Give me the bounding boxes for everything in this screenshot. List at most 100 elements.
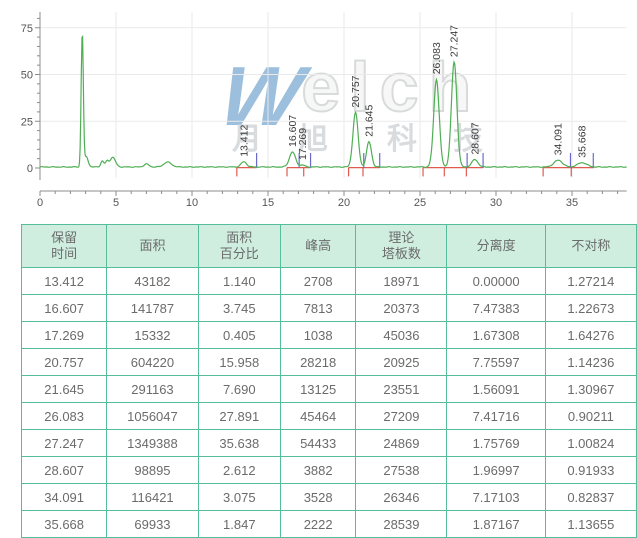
table-header: 保留 时间 面积 面积 百分比 峰高 理论 塔板数 分离度 不对称	[20, 224, 637, 268]
table-cell: 1349388	[106, 429, 199, 457]
table-cell: 54433	[279, 429, 357, 457]
table-row: 34.091 116421 3.075 3528 26346 7.17103 0.82837	[20, 483, 637, 511]
svg-text:25: 25	[414, 197, 426, 209]
table-cell: 3.745	[197, 294, 281, 322]
table-cell: 1.87167	[446, 510, 546, 538]
svg-text:15: 15	[262, 197, 274, 209]
svg-text:16.607: 16.607	[287, 115, 299, 147]
table-cell: 45464	[279, 402, 357, 430]
table-cell: 15332	[106, 321, 199, 349]
column-header: 面积	[106, 224, 199, 268]
table-cell: 13.412	[20, 267, 108, 295]
table-cell: 27.247	[20, 429, 108, 457]
table-cell: 98895	[106, 456, 199, 484]
svg-text:30: 30	[490, 197, 502, 209]
table-cell: 3528	[279, 483, 357, 511]
table-cell: 35.638	[197, 429, 281, 457]
svg-text:75: 75	[21, 23, 33, 35]
table-cell: 0.405	[197, 321, 281, 349]
table-row: 20.757 604220 15.958 28218 20925 7.75597 1.142…	[20, 348, 637, 376]
table-cell: 1.847	[197, 510, 281, 538]
table-cell: 1.75769	[446, 429, 546, 457]
column-header: 保留 时间	[20, 224, 108, 268]
table-cell: 16.607	[20, 294, 108, 322]
table-cell: 7.690	[197, 375, 281, 403]
table-cell: 43182	[106, 267, 199, 295]
table-cell: 1.30967	[544, 375, 637, 403]
table-cell: 26.083	[20, 402, 108, 430]
column-header: 面积 百分比	[197, 224, 281, 268]
svg-text:50: 50	[21, 70, 33, 82]
table-row: 21.645 291163 7.690 13125 23551 1.56091 1.3096…	[20, 375, 637, 403]
results-table: 保留 时间 面积 面积 百分比 峰高 理论 塔板数 分离度 不对称 13.412 43182 1…	[20, 224, 637, 538]
svg-text:35.668: 35.668	[577, 125, 589, 157]
table-cell: 0.82837	[544, 483, 637, 511]
table-cell: 0.91933	[544, 456, 637, 484]
table-cell: 1.64276	[544, 321, 637, 349]
table-cell: 3.075	[197, 483, 281, 511]
svg-text:17.269: 17.269	[297, 128, 309, 160]
svg-text:27.247: 27.247	[449, 25, 461, 57]
table-cell: 1.22673	[544, 294, 637, 322]
svg-text:5: 5	[113, 197, 119, 209]
table-cell: 20925	[355, 348, 448, 376]
svg-text:21.645: 21.645	[364, 104, 376, 136]
table-row: 28.607 98895 2.612 3882 27538 1.96997 0.91933	[20, 456, 637, 484]
svg-text:26.083: 26.083	[431, 42, 443, 74]
table-row: 35.668 69933 1.847 2222 28539 1.87167 1.13655	[20, 510, 637, 538]
table-cell: 24869	[355, 429, 448, 457]
table-cell: 7.47383	[446, 294, 546, 322]
table-row: 13.412 43182 1.140 2708 18971 0.00000 1.27214	[20, 267, 637, 295]
table-body: 13.412 43182 1.140 2708 18971 0.00000 1.27214 1…	[20, 267, 637, 538]
table-cell: 3882	[279, 456, 357, 484]
table-cell: 1038	[279, 321, 357, 349]
table-cell: 45036	[355, 321, 448, 349]
table-cell: 1.27214	[544, 267, 637, 295]
table-cell: 18971	[355, 267, 448, 295]
column-header: 不对称	[544, 224, 637, 268]
table-cell: 1.13655	[544, 510, 637, 538]
table-cell: 34.091	[20, 483, 108, 511]
svg-text:10: 10	[186, 197, 198, 209]
table-cell: 7.75597	[446, 348, 546, 376]
table-cell: 2708	[279, 267, 357, 295]
table-cell: 17.269	[20, 321, 108, 349]
table-cell: 141787	[106, 294, 199, 322]
table-cell: 2.612	[197, 456, 281, 484]
table-cell: 27538	[355, 456, 448, 484]
table-cell: 0.00000	[446, 267, 546, 295]
table-cell: 20373	[355, 294, 448, 322]
table-row: 27.247 1349388 35.638 54433 24869 1.75769 1.00…	[20, 429, 637, 457]
svg-text:0: 0	[27, 163, 33, 175]
table-cell: 69933	[106, 510, 199, 538]
table-cell: 1056047	[106, 402, 199, 430]
table-cell: 2222	[279, 510, 357, 538]
column-header: 理论 塔板数	[355, 224, 448, 268]
table-cell: 15.958	[197, 348, 281, 376]
table-row: 17.269 15332 0.405 1038 45036 1.67308 1.64276	[20, 321, 637, 349]
table-cell: 0.90211	[544, 402, 637, 430]
table-cell: 291163	[106, 375, 199, 403]
table-cell: 27.891	[197, 402, 281, 430]
column-header: 峰高	[279, 224, 357, 268]
svg-text:20: 20	[338, 197, 350, 209]
svg-text:0: 0	[37, 197, 43, 209]
column-header: 分离度	[446, 224, 546, 268]
table-cell: 1.56091	[446, 375, 546, 403]
table-cell: 116421	[106, 483, 199, 511]
table-cell: 23551	[355, 375, 448, 403]
table-row: 26.083 1056047 27.891 45464 27209 7.41716 0.90…	[20, 402, 637, 430]
table-cell: 604220	[106, 348, 199, 376]
table-cell: 1.00824	[544, 429, 637, 457]
table-row: 16.607 141787 3.745 7813 20373 7.47383 1.22673	[20, 294, 637, 322]
svg-text:34.091: 34.091	[553, 123, 565, 155]
svg-text:20.757: 20.757	[350, 75, 362, 107]
table-cell: 13125	[279, 375, 357, 403]
table-cell: 21.645	[20, 375, 108, 403]
table-cell: 1.96997	[446, 456, 546, 484]
svg-text:13.412: 13.412	[238, 125, 250, 157]
table-cell: 7813	[279, 294, 357, 322]
table-cell: 26346	[355, 483, 448, 511]
svg-text:25: 25	[21, 116, 33, 128]
table-cell: 35.668	[20, 510, 108, 538]
